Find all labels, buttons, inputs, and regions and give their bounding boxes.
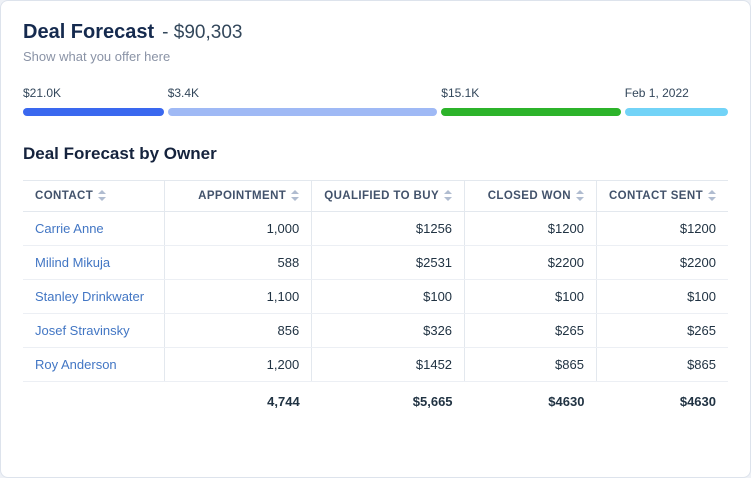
progress-segment: $21.0K: [23, 86, 164, 116]
segment-bar: [167, 108, 438, 116]
appointment-cell: 588: [164, 245, 312, 280]
segment-label: $15.1K: [441, 86, 480, 100]
segment-bar: [23, 108, 164, 116]
contact-sent-cell: $865: [595, 347, 728, 382]
segment-label: Feb 1, 2022: [624, 86, 689, 100]
table-row: Josef Stravinsky 856 $326 $265 $265: [23, 313, 728, 348]
page-title: Deal Forecast: [23, 21, 155, 43]
progress-segment: $15.1K: [441, 86, 621, 116]
sort-icon: [98, 190, 107, 202]
sort-icon: [444, 190, 453, 202]
section-title: Deal Forecast by Owner: [23, 144, 217, 163]
contact-cell: Carrie Anne: [23, 211, 165, 246]
sort-icon: [575, 190, 584, 202]
column-header-qualified-to-buy[interactable]: Qualified to buy: [311, 180, 465, 212]
forecast-progress-bar: $21.0K $3.4K $15.1K Feb 1, 2022: [23, 86, 729, 116]
table-header-row: Contact Appointment Qualified to buy Clo…: [23, 180, 728, 212]
closed-won-cell: $1200: [464, 211, 597, 246]
totals-closed-won: $4630: [464, 381, 597, 418]
table-row: Carrie Anne 1,000 $1256 $1200 $1200: [23, 211, 728, 246]
table-row: Stanley Drinkwater 1,100 $100 $100 $100: [23, 279, 728, 314]
contact-cell: Milind Mikuja: [23, 245, 165, 280]
contact-sent-cell: $2200: [595, 245, 728, 280]
contact-cell: Josef Stravinsky: [23, 313, 165, 348]
contact-sent-cell: $1200: [595, 211, 728, 246]
card-header: Deal Forecast - $90,303: [23, 21, 728, 44]
page-subtitle: Show what you offer here: [23, 49, 171, 64]
appointment-cell: 1,000: [164, 211, 312, 246]
sort-icon: [708, 190, 716, 202]
contact-sent-cell: $265: [595, 313, 728, 348]
closed-won-cell: $865: [464, 347, 597, 382]
appointment-cell: 1,100: [164, 279, 312, 314]
progress-segment: $3.4K: [167, 86, 438, 116]
table-row: Milind Mikuja 588 $2531 $2200 $2200: [23, 245, 728, 280]
totals-empty-cell: [23, 381, 165, 418]
totals-contact-sent: $4630: [596, 381, 728, 418]
closed-won-cell: $100: [464, 279, 597, 314]
deal-forecast-table: Contact Appointment Qualified to buy Clo…: [23, 180, 728, 418]
qualified-cell: $1452: [311, 347, 465, 382]
contact-link[interactable]: Stanley Drinkwater: [35, 289, 145, 304]
contact-cell: Roy Anderson: [23, 347, 165, 382]
segment-bar: [624, 108, 729, 116]
qualified-cell: $100: [311, 279, 465, 314]
appointment-cell: 856: [164, 313, 312, 348]
closed-won-cell: $265: [464, 313, 597, 348]
contact-link[interactable]: Milind Mikuja: [35, 255, 111, 270]
progress-segment: Feb 1, 2022: [624, 86, 729, 116]
table-totals-row: 4,744 $5,665 $4630 $4630: [23, 381, 728, 418]
totals-qualified: $5,665: [311, 381, 465, 418]
sort-icon: [291, 190, 300, 202]
closed-won-cell: $2200: [464, 245, 597, 280]
column-header-closed-won[interactable]: Closed won: [464, 180, 597, 212]
column-header-contact[interactable]: Contact: [23, 180, 165, 212]
segment-label: $21.0K: [23, 86, 62, 100]
forecast-amount: - $90,303: [162, 22, 243, 43]
totals-appointment: 4,744: [164, 381, 312, 418]
appointment-cell: 1,200: [164, 347, 312, 382]
segment-bar: [441, 108, 621, 116]
column-header-appointment[interactable]: Appointment: [164, 180, 312, 212]
qualified-cell: $326: [311, 313, 465, 348]
contact-link[interactable]: Carrie Anne: [35, 221, 104, 236]
contact-link[interactable]: Josef Stravinsky: [35, 323, 130, 338]
column-header-contact-sent[interactable]: Contact sent: [595, 180, 728, 212]
qualified-cell: $1256: [311, 211, 465, 246]
table-row: Roy Anderson 1,200 $1452 $865 $865: [23, 347, 728, 382]
qualified-cell: $2531: [311, 245, 465, 280]
contact-cell: Stanley Drinkwater: [23, 279, 165, 314]
contact-sent-cell: $100: [595, 279, 728, 314]
contact-link[interactable]: Roy Anderson: [35, 357, 117, 372]
segment-label: $3.4K: [167, 86, 200, 100]
